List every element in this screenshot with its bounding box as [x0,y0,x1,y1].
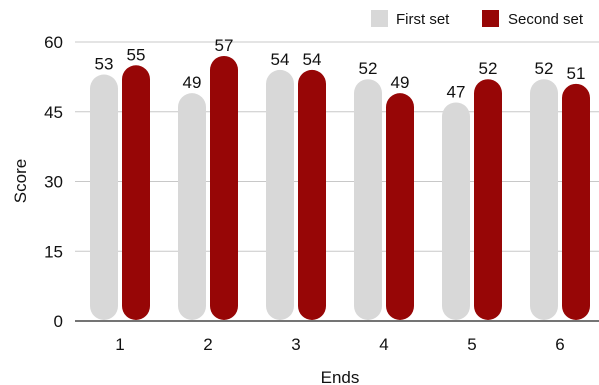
x-axis-title: Ends [321,368,360,385]
y-tick-label: 60 [44,33,63,52]
bar-first-set [354,79,382,320]
bar-second-set [210,55,238,320]
legend-swatch [482,10,499,27]
data-label: 57 [215,36,234,55]
legend-swatch [371,10,388,27]
data-label: 52 [479,59,498,78]
bar-first-set [90,74,118,320]
legend: First set Second set [371,10,584,28]
x-tick-label: 6 [555,335,564,354]
data-label: 49 [391,73,410,92]
data-label: 52 [359,59,378,78]
y-axis-title: Score [11,159,30,203]
bar-first-set [530,79,558,320]
bar-second-set [474,79,502,320]
bar-first-set [442,102,470,320]
bar-second-set [122,65,150,320]
data-label: 55 [127,45,146,64]
x-tick-labels: 1 2 3 4 5 6 [115,335,564,354]
data-label: 49 [183,73,202,92]
data-label: 52 [535,59,554,78]
bar-first-set [266,69,294,321]
data-labels: 53 55 49 57 54 54 52 49 47 52 52 51 [95,36,586,101]
data-label: 54 [271,50,290,69]
bars [90,55,590,321]
data-label: 54 [303,50,322,69]
x-tick-label: 1 [115,335,124,354]
x-tick-label: 3 [291,335,300,354]
y-tick-label: 15 [44,242,63,261]
y-tick-labels: 0 15 30 45 60 [44,33,63,331]
y-tick-label: 30 [44,173,63,192]
bar-first-set [178,93,206,321]
x-tick-label: 2 [203,335,212,354]
bar-second-set [298,69,326,321]
data-label: 51 [567,64,586,83]
x-tick-label: 5 [467,335,476,354]
data-label: 47 [447,82,466,101]
gridlines [75,41,599,252]
legend-label: Second set [508,11,584,28]
bar-second-set [562,83,590,320]
bar-second-set [386,93,414,321]
legend-label: First set [396,11,450,28]
data-label: 53 [95,55,114,74]
y-tick-label: 0 [54,312,63,331]
y-tick-label: 45 [44,103,63,122]
x-tick-label: 4 [379,335,388,354]
